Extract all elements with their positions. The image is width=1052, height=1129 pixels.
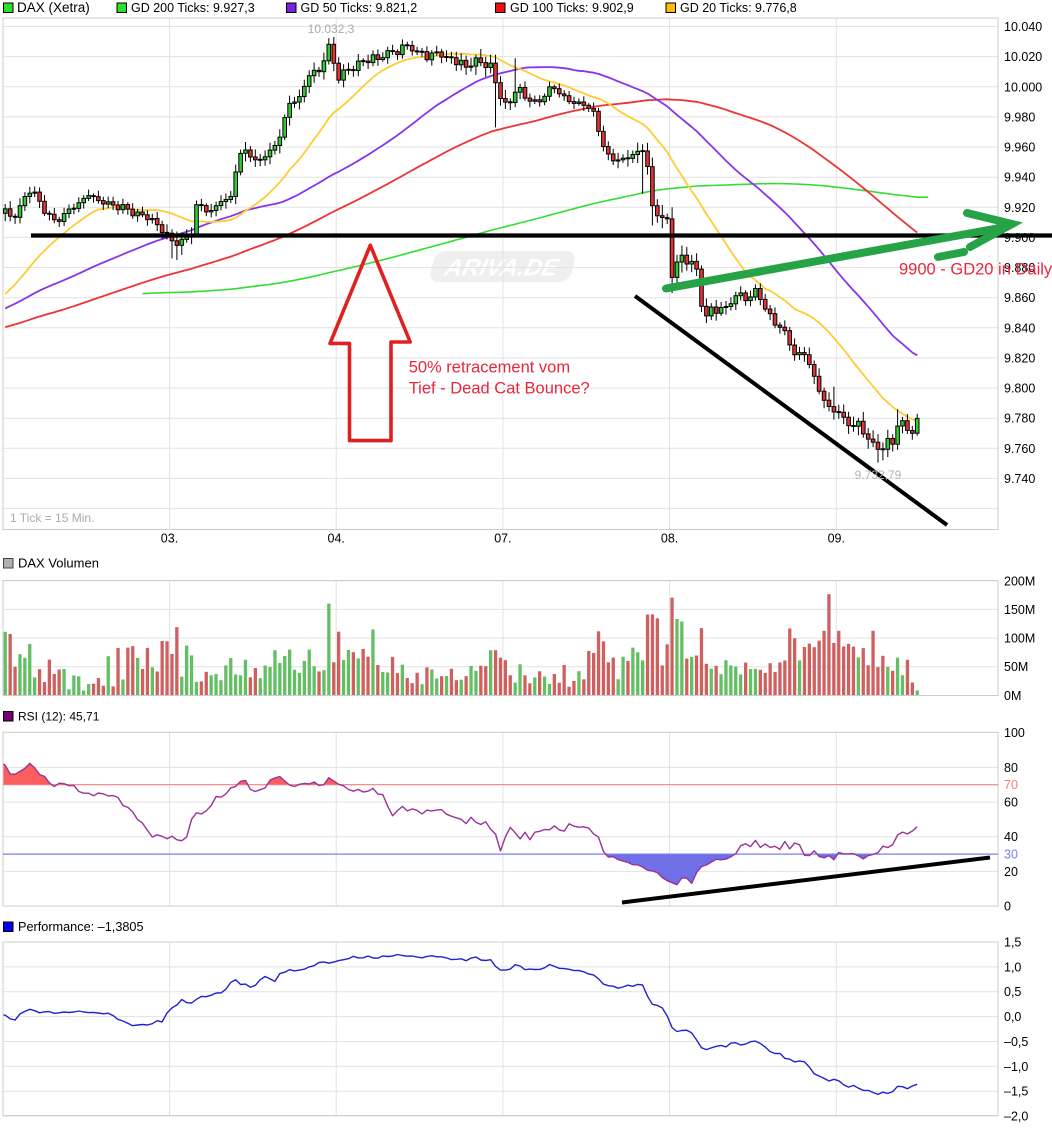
- svg-text:9.900: 9.900: [1004, 231, 1035, 245]
- svg-text:1,5: 1,5: [1004, 936, 1021, 950]
- svg-text:150M: 150M: [1004, 603, 1035, 617]
- svg-text:1 Tick = 15 Min.: 1 Tick = 15 Min.: [10, 511, 94, 525]
- svg-text:Performance: –1,3805: Performance: –1,3805: [18, 920, 144, 934]
- svg-text:0,5: 0,5: [1004, 985, 1021, 999]
- svg-text:04.: 04.: [328, 532, 345, 546]
- svg-text:50% retracement vom: 50% retracement vom: [409, 359, 570, 377]
- svg-text:9.800: 9.800: [1004, 382, 1035, 396]
- svg-text:03.: 03.: [161, 532, 178, 546]
- svg-text:08.: 08.: [661, 532, 678, 546]
- svg-text:10.020: 10.020: [1004, 50, 1042, 64]
- svg-text:–1,0: –1,0: [1004, 1060, 1028, 1074]
- svg-text:ARIVA.DE: ARIVA.DE: [441, 255, 562, 282]
- svg-text:DAX (Xetra): DAX (Xetra): [17, 0, 90, 15]
- svg-text:200M: 200M: [1004, 574, 1035, 588]
- svg-text:–2,0: –2,0: [1004, 1110, 1028, 1124]
- svg-text:–0,5: –0,5: [1004, 1035, 1028, 1049]
- svg-text:0,0: 0,0: [1004, 1010, 1021, 1024]
- svg-text:0M: 0M: [1004, 689, 1021, 703]
- svg-text:9.760: 9.760: [1004, 442, 1035, 456]
- svg-text:9.732,79: 9.732,79: [855, 468, 902, 482]
- svg-text:10.032,3: 10.032,3: [308, 22, 355, 36]
- svg-text:DAX Volumen: DAX Volumen: [18, 556, 99, 571]
- svg-text:RSI (12): 45,71: RSI (12): 45,71: [18, 710, 100, 724]
- svg-text:07.: 07.: [494, 532, 511, 546]
- svg-text:50M: 50M: [1004, 660, 1028, 674]
- svg-text:GD 100 Ticks: 9.902,9: GD 100 Ticks: 9.902,9: [510, 1, 634, 15]
- svg-text:9.780: 9.780: [1004, 412, 1035, 426]
- svg-text:60: 60: [1004, 796, 1018, 810]
- svg-text:9.920: 9.920: [1004, 201, 1035, 215]
- svg-text:Tief - Dead Cat Bounce?: Tief - Dead Cat Bounce?: [409, 380, 590, 398]
- svg-text:9.940: 9.940: [1004, 171, 1035, 185]
- svg-text:100: 100: [1004, 726, 1025, 740]
- svg-text:10.040: 10.040: [1004, 20, 1042, 34]
- svg-text:9.740: 9.740: [1004, 472, 1035, 486]
- svg-text:9.840: 9.840: [1004, 321, 1035, 335]
- svg-text:40: 40: [1004, 830, 1018, 844]
- svg-text:9.980: 9.980: [1004, 110, 1035, 124]
- svg-text:GD 20 Ticks: 9.776,8: GD 20 Ticks: 9.776,8: [680, 1, 797, 15]
- svg-text:100M: 100M: [1004, 632, 1035, 646]
- svg-text:9900 - GD20 in Daily!: 9900 - GD20 in Daily!: [899, 261, 1052, 279]
- svg-text:80: 80: [1004, 761, 1018, 775]
- svg-text:GD 200 Ticks: 9.927,3: GD 200 Ticks: 9.927,3: [131, 1, 255, 15]
- svg-text:1,0: 1,0: [1004, 960, 1021, 974]
- svg-text:30: 30: [1004, 848, 1018, 862]
- svg-text:9.860: 9.860: [1004, 291, 1035, 305]
- svg-text:70: 70: [1004, 778, 1018, 792]
- svg-text:GD 50 Ticks: 9.821,2: GD 50 Ticks: 9.821,2: [301, 1, 418, 15]
- svg-text:09.: 09.: [828, 532, 845, 546]
- svg-text:9.820: 9.820: [1004, 351, 1035, 365]
- svg-text:–1,5: –1,5: [1004, 1085, 1028, 1099]
- svg-text:0: 0: [1004, 900, 1011, 914]
- svg-text:10.000: 10.000: [1004, 80, 1042, 94]
- svg-text:9.960: 9.960: [1004, 141, 1035, 155]
- svg-text:9.880: 9.880: [1004, 261, 1035, 275]
- svg-text:20: 20: [1004, 865, 1018, 879]
